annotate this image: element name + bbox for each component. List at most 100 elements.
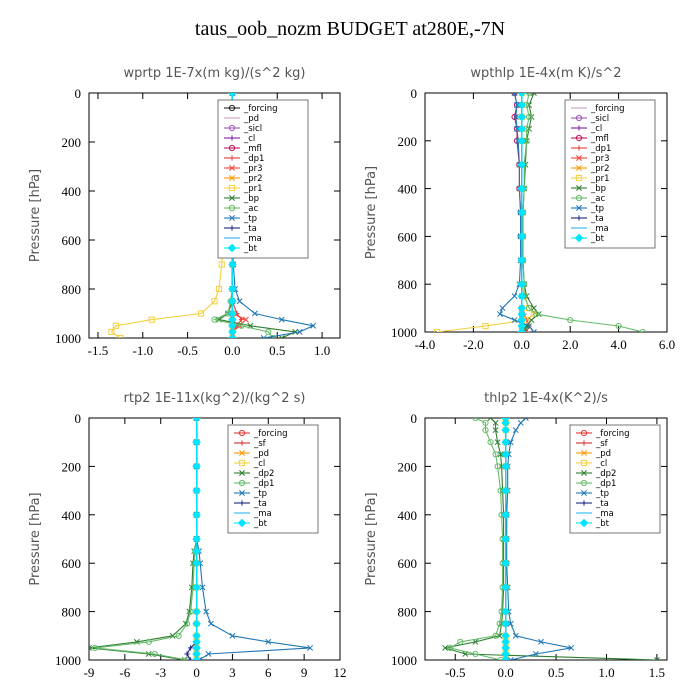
plot-frame [424, 92, 668, 333]
series-point [310, 322, 317, 329]
legend-label: _forcing [595, 429, 630, 439]
series-point [228, 296, 237, 306]
legend-entry: _cl [234, 459, 265, 469]
series-point [615, 322, 622, 330]
series-point [112, 322, 119, 329]
legend-swatch-marker [581, 440, 587, 446]
legend-label: _sicl [590, 114, 609, 124]
legend-label: _tp [243, 214, 257, 224]
x-tick-label: -4.0 [415, 337, 436, 352]
legend-swatch-marker [227, 243, 237, 253]
x-tick-label: 0.5 [548, 665, 564, 680]
legend-label: _bp [243, 194, 259, 204]
series-point [528, 317, 535, 324]
series-point [517, 100, 527, 110]
legend-swatch-marker [574, 233, 584, 243]
series-point [192, 619, 201, 629]
y-tick-label: 600 [398, 229, 418, 244]
series-point [192, 583, 201, 592]
series-point [501, 558, 510, 568]
series-point [269, 334, 276, 338]
x-tick-label: 0.0 [498, 665, 514, 680]
series-point [522, 418, 529, 421]
series-point [278, 316, 285, 323]
legend-label: _ma [243, 234, 262, 244]
series-point [218, 261, 225, 268]
legend-entry: _forcing [224, 104, 278, 114]
y-tick-label: 200 [398, 459, 418, 474]
legend-label: _tp [590, 204, 604, 214]
panel-title: wpthlp 1E-4x(m K)/s^2 [470, 66, 621, 81]
legend-label: _dp1 [243, 154, 264, 164]
y-tick-label: 800 [62, 605, 82, 620]
legend-entry: _pr2 [571, 164, 610, 174]
legend-label: _mfl [590, 134, 609, 144]
legend-label: _ta [253, 499, 267, 509]
y-tick-label: 400 [398, 182, 418, 197]
legend-label: _bt [595, 519, 610, 529]
legend-entry: _sicl [224, 124, 262, 134]
legend-swatch-marker [229, 225, 235, 231]
x-tick-label: 0.0 [224, 343, 240, 358]
legend-label: _forcing [253, 429, 288, 439]
legend-label: _pr1 [590, 174, 610, 184]
series-point [192, 534, 201, 544]
legend-swatch-marker [575, 114, 583, 122]
legend-swatch-marker [581, 450, 587, 456]
legend-entry: _forcing [571, 104, 625, 114]
legend-entry: _bt [224, 243, 258, 254]
legend-entry: _sf [576, 439, 609, 449]
series-point [487, 418, 494, 421]
series-point [238, 322, 245, 329]
series-point [145, 650, 152, 657]
series-point [501, 462, 510, 471]
series-point [265, 638, 272, 645]
series-point [181, 657, 188, 660]
legend-swatch-marker [229, 175, 235, 181]
series-point [530, 93, 537, 96]
legend-swatch-marker [239, 470, 245, 476]
x-tick-label: 1.0 [598, 665, 614, 680]
legend-label: _bt [590, 234, 605, 244]
legend-swatch-marker [229, 215, 235, 221]
legend-swatch-marker [228, 104, 236, 112]
series-point [228, 93, 237, 98]
series-point [501, 486, 510, 495]
legend-label: _cl [590, 124, 602, 134]
series-point [494, 463, 501, 470]
x-tick-label: 1.5 [649, 665, 665, 680]
series-point [514, 125, 520, 132]
series-line [110, 93, 233, 338]
legend-swatch-marker [581, 490, 587, 496]
series-point [526, 323, 533, 329]
series-point [183, 620, 191, 627]
x-tick-label: -3 [155, 665, 166, 680]
series-point [507, 620, 514, 627]
series-point [532, 650, 539, 657]
legend-swatch-marker [228, 144, 236, 152]
series-point [517, 93, 527, 98]
series-point [175, 632, 182, 639]
legend-swatch-marker [229, 155, 235, 161]
legend-label: _dp1 [595, 479, 616, 489]
legend-swatch-marker [575, 134, 583, 142]
legend-entry: _forcing [576, 429, 630, 439]
series-point [567, 316, 574, 324]
legend-swatch-marker [576, 155, 582, 161]
series-point [507, 657, 514, 660]
legend-entry: _dp1 [224, 154, 264, 164]
series-point [525, 93, 533, 97]
x-tick-label: -1.5 [88, 343, 109, 358]
y-tick-label: 1000 [391, 325, 417, 340]
series-point [192, 510, 201, 520]
plot-frame [88, 417, 341, 661]
y-tick-label: 0 [75, 86, 82, 101]
legend-swatch-marker [575, 174, 583, 182]
x-tick-label: 6.0 [659, 337, 675, 352]
legend-swatch-marker [238, 459, 246, 467]
series-bt [192, 418, 201, 660]
legend-label: _bt [253, 519, 268, 529]
series-bt [501, 418, 510, 660]
y-axis-label: Pressure [hPa] [364, 492, 379, 585]
series-point [501, 437, 510, 447]
